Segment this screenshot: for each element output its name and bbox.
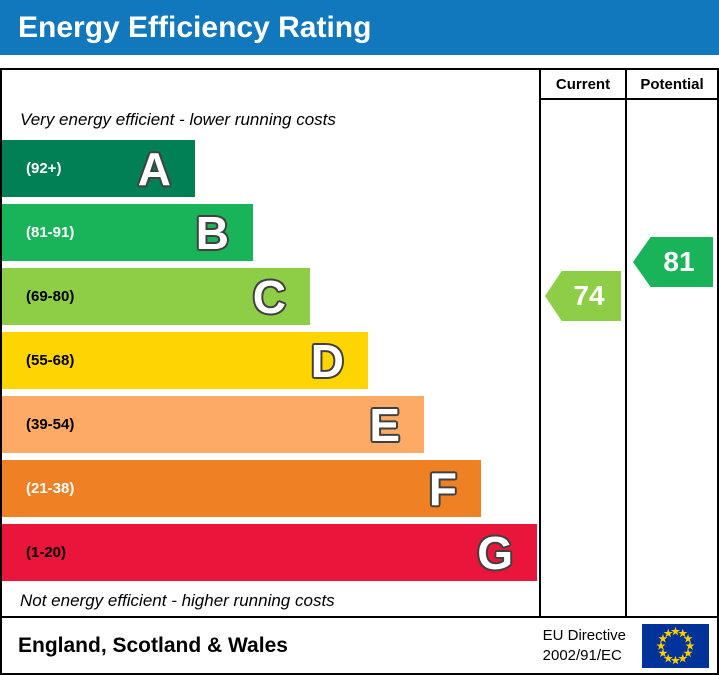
current-rating-arrow: 74: [545, 271, 621, 321]
top-note: Very energy efficient - lower running co…: [20, 110, 336, 129]
eu-directive-line2: 2002/91/EC: [542, 646, 622, 664]
band-e-bar: (39-54) E: [2, 396, 424, 453]
potential-rating-arrow: 81: [633, 237, 713, 287]
band-c-letter: C: [252, 270, 286, 323]
band-c-bar: (69-80) C: [2, 268, 310, 325]
title-bar: Energy Efficiency Rating: [0, 0, 719, 55]
page-title: Energy Efficiency Rating: [18, 10, 372, 44]
footer: England, Scotland & Wales EU Directive 2…: [0, 618, 719, 675]
bottom-note: Not energy efficient - higher running co…: [20, 591, 335, 610]
epc-chart: Very energy efficient - lower running co…: [0, 68, 719, 618]
band-g-range: (1-20): [26, 544, 67, 561]
band-e-letter: E: [369, 398, 400, 451]
potential-rating-value: 81: [663, 246, 695, 277]
band-a-letter: A: [137, 142, 171, 195]
band-f-range: (21-38): [26, 480, 75, 497]
band-d-letter: D: [310, 334, 344, 387]
band-g-letter: G: [477, 526, 513, 579]
eu-directive-label: EU Directive 2002/91/EC: [543, 626, 626, 665]
band-b-letter: B: [195, 206, 229, 259]
band-f-letter: F: [428, 462, 457, 515]
band-d-range: (55-68): [26, 352, 75, 369]
band-d-bar: (55-68) D: [2, 332, 368, 389]
band-b-bar: (81-91) B: [2, 204, 253, 261]
band-e-range: (39-54): [26, 416, 75, 433]
current-rating-value: 74: [573, 280, 605, 311]
eu-flag-icon: [642, 623, 709, 668]
band-b-range: (81-91): [26, 224, 75, 241]
potential-column: Potential: [625, 70, 717, 616]
bands-column: Very energy efficient - lower running co…: [2, 70, 539, 616]
eu-flag-stars: [656, 626, 695, 664]
band-c-range: (69-80): [26, 288, 75, 305]
band-g-bar: (1-20) G: [2, 524, 537, 581]
potential-column-header: Potential: [627, 70, 717, 100]
current-column: Current: [539, 70, 625, 616]
region-label: England, Scotland & Wales: [18, 633, 288, 657]
band-a-range: (92+): [26, 160, 62, 177]
current-column-header: Current: [541, 70, 625, 100]
band-a-bar: (92+) A: [2, 140, 195, 197]
main-header-spacer: [2, 70, 539, 100]
eu-directive-line1: EU Directive: [542, 627, 626, 644]
band-f-bar: (21-38) F: [2, 460, 481, 517]
